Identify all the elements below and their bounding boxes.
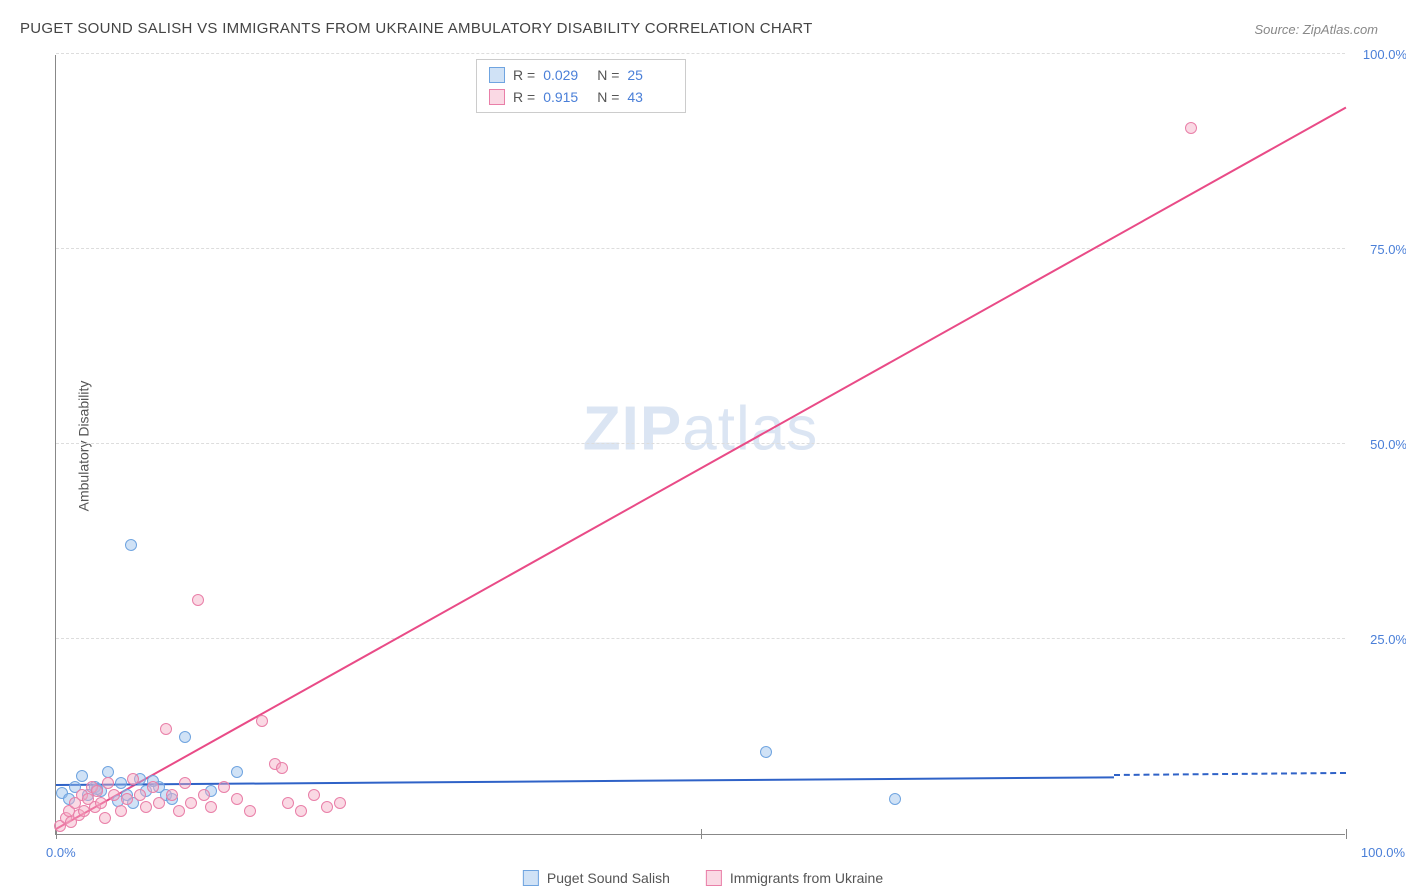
data-point (125, 539, 137, 551)
data-point (179, 731, 191, 743)
n-label-2: N = (597, 86, 619, 108)
x-tick (701, 829, 702, 839)
r-label-1: R = (513, 64, 535, 86)
regression-line (56, 776, 1114, 786)
data-point (179, 777, 191, 789)
data-point (147, 781, 159, 793)
x-axis-label-right: 100.0% (1361, 845, 1405, 860)
grid-line (56, 248, 1345, 249)
chart-container: PUGET SOUND SALISH VS IMMIGRANTS FROM UK… (0, 0, 1406, 892)
data-point (102, 766, 114, 778)
data-point (205, 801, 217, 813)
legend-swatch-1 (523, 870, 539, 886)
data-point (889, 793, 901, 805)
regression-line (56, 107, 1347, 830)
y-tick-label: 75.0% (1352, 242, 1406, 257)
data-point (160, 723, 172, 735)
legend-item-2: Immigrants from Ukraine (706, 870, 883, 886)
legend-label-1: Puget Sound Salish (547, 870, 670, 886)
watermark-atlas: atlas (682, 394, 818, 463)
swatch-series1 (489, 67, 505, 83)
data-point (153, 797, 165, 809)
data-point (282, 797, 294, 809)
n-value-2: 43 (627, 86, 673, 108)
grid-line (56, 443, 1345, 444)
data-point (1185, 122, 1197, 134)
data-point (76, 770, 88, 782)
stats-row-1: R = 0.029 N = 25 (489, 64, 673, 86)
data-point (276, 762, 288, 774)
data-point (121, 793, 133, 805)
stats-row-2: R = 0.915 N = 43 (489, 86, 673, 108)
regression-line-dashed (1114, 772, 1346, 776)
r-value-1: 0.029 (543, 64, 589, 86)
data-point (231, 766, 243, 778)
data-point (91, 785, 103, 797)
x-axis-label-left: 0.0% (46, 845, 76, 860)
data-point (115, 777, 127, 789)
data-point (140, 801, 152, 813)
y-tick-label: 25.0% (1352, 632, 1406, 647)
legend-swatch-2 (706, 870, 722, 886)
r-label-2: R = (513, 86, 535, 108)
bottom-legend: Puget Sound Salish Immigrants from Ukrai… (523, 870, 883, 886)
y-tick-label: 50.0% (1352, 437, 1406, 452)
source-attribution: Source: ZipAtlas.com (1254, 22, 1378, 37)
data-point (134, 789, 146, 801)
legend-label-2: Immigrants from Ukraine (730, 870, 883, 886)
data-point (218, 781, 230, 793)
grid-line (56, 638, 1345, 639)
grid-line (56, 53, 1345, 54)
plot-area: ZIPatlas R = 0.029 N = 25 R = 0.915 N = … (55, 55, 1345, 835)
data-point (95, 797, 107, 809)
data-point (192, 594, 204, 606)
data-point (99, 812, 111, 824)
data-point (102, 777, 114, 789)
data-point (231, 793, 243, 805)
data-point (256, 715, 268, 727)
data-point (334, 797, 346, 809)
n-value-1: 25 (627, 64, 673, 86)
watermark-zip: ZIP (583, 394, 682, 463)
data-point (760, 746, 772, 758)
data-point (127, 773, 139, 785)
data-point (185, 797, 197, 809)
data-point (321, 801, 333, 813)
data-point (108, 789, 120, 801)
data-point (115, 805, 127, 817)
data-point (173, 805, 185, 817)
data-point (295, 805, 307, 817)
data-point (166, 789, 178, 801)
watermark: ZIPatlas (583, 393, 818, 464)
swatch-series2 (489, 89, 505, 105)
y-tick-label: 100.0% (1352, 47, 1406, 62)
legend-item-1: Puget Sound Salish (523, 870, 670, 886)
stats-legend-box: R = 0.029 N = 25 R = 0.915 N = 43 (476, 59, 686, 113)
r-value-2: 0.915 (543, 86, 589, 108)
x-tick (1346, 829, 1347, 839)
n-label-1: N = (597, 64, 619, 86)
data-point (308, 789, 320, 801)
chart-title: PUGET SOUND SALISH VS IMMIGRANTS FROM UK… (20, 20, 813, 37)
data-point (198, 789, 210, 801)
data-point (244, 805, 256, 817)
